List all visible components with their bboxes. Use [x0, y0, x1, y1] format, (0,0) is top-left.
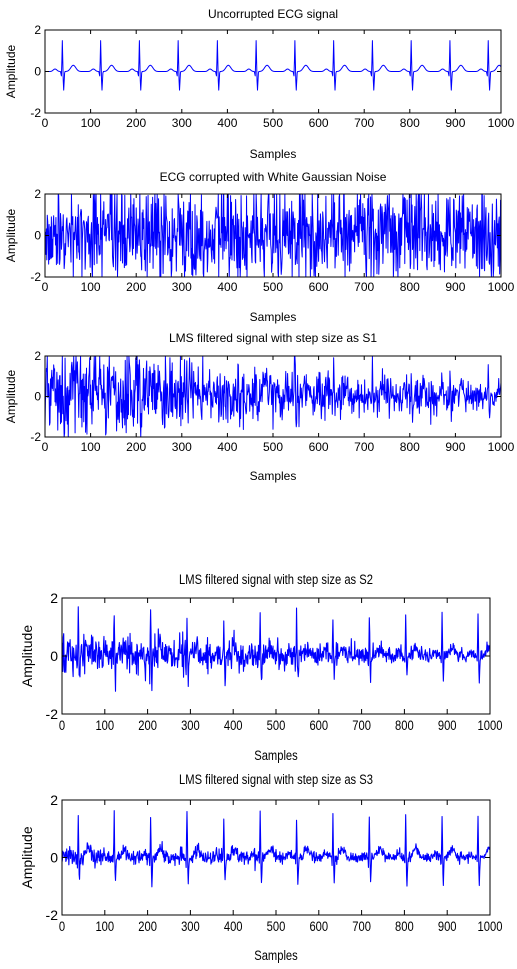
- x-tick-label: 300: [172, 280, 192, 294]
- x-tick-label: 900: [438, 718, 457, 733]
- x-tick-label: 900: [445, 116, 465, 130]
- x-tick-label: 300: [172, 116, 192, 130]
- x-tick-label: 400: [217, 116, 237, 130]
- chart-panel-1: Uncorrupted ECG signal 0 100 200 300 400 500 60…: [4, 7, 515, 161]
- signal-line: [61, 810, 491, 888]
- x-axis-label: Samples: [254, 748, 298, 763]
- x-tick-label: 100: [81, 280, 101, 294]
- x-tick-label: 1000: [478, 919, 503, 934]
- x-tick-label: 100: [95, 718, 114, 733]
- y-tick-label: 2: [34, 23, 41, 37]
- x-tick-label: 500: [263, 280, 283, 294]
- chart-title: LMS filtered signal with step size as S1: [169, 331, 377, 345]
- x-tick-label: 500: [263, 440, 283, 454]
- chart-panel-3: LMS filtered signal with step size as S1…: [4, 331, 515, 483]
- x-tick-label: 0: [42, 280, 49, 294]
- y-tick-label: -2: [46, 706, 59, 722]
- x-tick-label: 700: [354, 280, 374, 294]
- x-tick-label: 200: [126, 116, 146, 130]
- y-axis-label: Amplitude: [4, 209, 18, 263]
- x-tick-label: 800: [400, 280, 420, 294]
- x-tick-label: 500: [267, 718, 286, 733]
- y-tick-label: 0: [34, 65, 41, 79]
- chart-panel-4: LMS filtered signal with step size as S2…: [19, 572, 502, 763]
- y-axis-label: Amplitude: [4, 45, 18, 99]
- x-tick-label: 600: [309, 116, 329, 130]
- x-tick-label: 800: [400, 440, 420, 454]
- x-tick-label: 600: [309, 919, 328, 934]
- y-tick-label: -2: [30, 270, 41, 284]
- y-tick-label: 0: [34, 390, 41, 404]
- y-tick-label: 2: [50, 792, 58, 808]
- signal-line: [44, 193, 502, 278]
- y-tick-label: 2: [50, 590, 58, 606]
- x-tick-label: 1000: [488, 440, 515, 454]
- x-tick-label: 400: [224, 718, 243, 733]
- x-tick-label: 300: [181, 919, 200, 934]
- x-tick-label: 1000: [488, 116, 515, 130]
- x-tick-label: 100: [95, 919, 114, 934]
- y-tick-label: -2: [46, 907, 59, 923]
- signal-line: [61, 606, 491, 692]
- x-axis-label: Samples: [250, 469, 297, 483]
- y-tick-label: 0: [34, 229, 41, 243]
- x-tick-label: 900: [445, 440, 465, 454]
- x-tick-label: 800: [400, 116, 420, 130]
- chart-panel-2: ECG corrupted with White Gaussian Noise 0…: [4, 170, 515, 324]
- x-tick-label: 0: [42, 440, 49, 454]
- x-tick-label: 0: [42, 116, 49, 130]
- x-tick-label: 300: [181, 718, 200, 733]
- x-tick-label: 0: [59, 919, 65, 934]
- x-tick-label: 100: [81, 440, 101, 454]
- x-tick-label: 400: [217, 440, 237, 454]
- x-tick-label: 700: [352, 919, 371, 934]
- x-tick-label: 500: [263, 116, 283, 130]
- x-tick-label: 700: [354, 116, 374, 130]
- x-tick-label: 600: [309, 280, 329, 294]
- x-tick-label: 400: [224, 919, 243, 934]
- x-tick-label: 700: [352, 718, 371, 733]
- x-tick-label: 800: [395, 919, 414, 934]
- chart-panel-5: LMS filtered signal with step size as S3…: [19, 772, 502, 963]
- signal-line: [44, 355, 502, 438]
- y-tick-label: -2: [30, 106, 41, 120]
- x-tick-label: 500: [267, 919, 286, 934]
- x-tick-label: 0: [59, 718, 65, 733]
- x-tick-label: 900: [445, 280, 465, 294]
- x-tick-label: 300: [172, 440, 192, 454]
- y-tick-label: 2: [34, 349, 41, 363]
- x-axis-label: Samples: [250, 147, 297, 161]
- chart-title: ECG corrupted with White Gaussian Noise: [160, 170, 387, 184]
- x-tick-label: 200: [138, 919, 157, 934]
- y-axis-label: Amplitude: [19, 826, 35, 888]
- y-tick-label: 0: [50, 849, 58, 865]
- x-axis-label: Samples: [250, 310, 297, 324]
- chart-title: Uncorrupted ECG signal: [208, 7, 338, 21]
- x-tick-label: 200: [138, 718, 157, 733]
- y-axis-label: Amplitude: [4, 370, 18, 424]
- x-tick-label: 600: [309, 440, 329, 454]
- x-tick-label: 600: [309, 718, 328, 733]
- x-tick-label: 1000: [488, 280, 515, 294]
- y-tick-label: 0: [50, 648, 58, 664]
- chart-title: LMS filtered signal with step size as S3: [179, 772, 373, 787]
- y-axis-label: Amplitude: [19, 625, 35, 687]
- x-tick-label: 900: [438, 919, 457, 934]
- x-tick-label: 200: [126, 440, 146, 454]
- y-tick-label: 2: [34, 187, 41, 201]
- y-tick-label: -2: [30, 430, 41, 444]
- x-tick-label: 800: [395, 718, 414, 733]
- x-tick-label: 1000: [478, 718, 503, 733]
- x-tick-label: 700: [354, 440, 374, 454]
- chart-title: LMS filtered signal with step size as S2: [179, 572, 373, 587]
- x-axis-label: Samples: [254, 948, 298, 963]
- x-tick-label: 200: [126, 280, 146, 294]
- x-tick-label: 400: [217, 280, 237, 294]
- signal-line: [44, 40, 502, 91]
- x-tick-label: 100: [81, 116, 101, 130]
